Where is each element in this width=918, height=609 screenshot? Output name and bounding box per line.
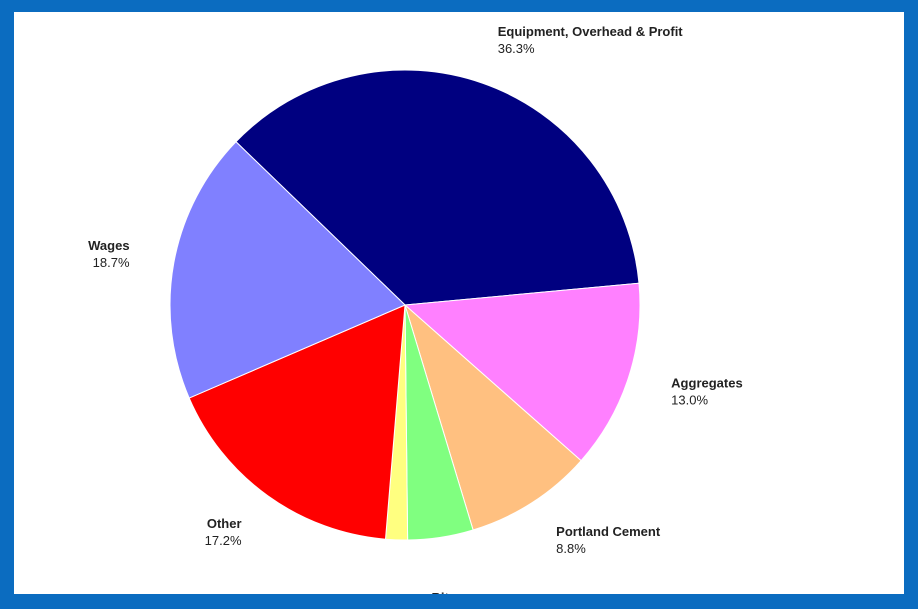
pie-slice	[404, 303, 582, 531]
chart: Equipment, Overhead & Profit 36.3% Aggrega…	[14, 12, 904, 594]
slice-label: Bitumen	[432, 590, 484, 594]
slice-label: Portland Cement	[556, 524, 661, 539]
slice-value-label: 36.3%	[498, 41, 535, 56]
slice-label: Aggregates	[671, 375, 743, 390]
slice-label: Equipment, Overhead & Profit	[498, 24, 684, 39]
slice-value-label: 13.0%	[671, 392, 708, 407]
slice-label: Other	[207, 516, 242, 531]
slice-label: Wages	[88, 238, 129, 253]
slice-value-label: 17.2%	[205, 533, 242, 548]
slice-value-label: 18.7%	[93, 255, 130, 270]
pie-slice	[188, 304, 406, 540]
slice-value-label: 8.8%	[556, 541, 586, 556]
pie-slice	[235, 69, 640, 306]
pie-slice	[403, 282, 641, 462]
pie-slice	[169, 141, 406, 399]
